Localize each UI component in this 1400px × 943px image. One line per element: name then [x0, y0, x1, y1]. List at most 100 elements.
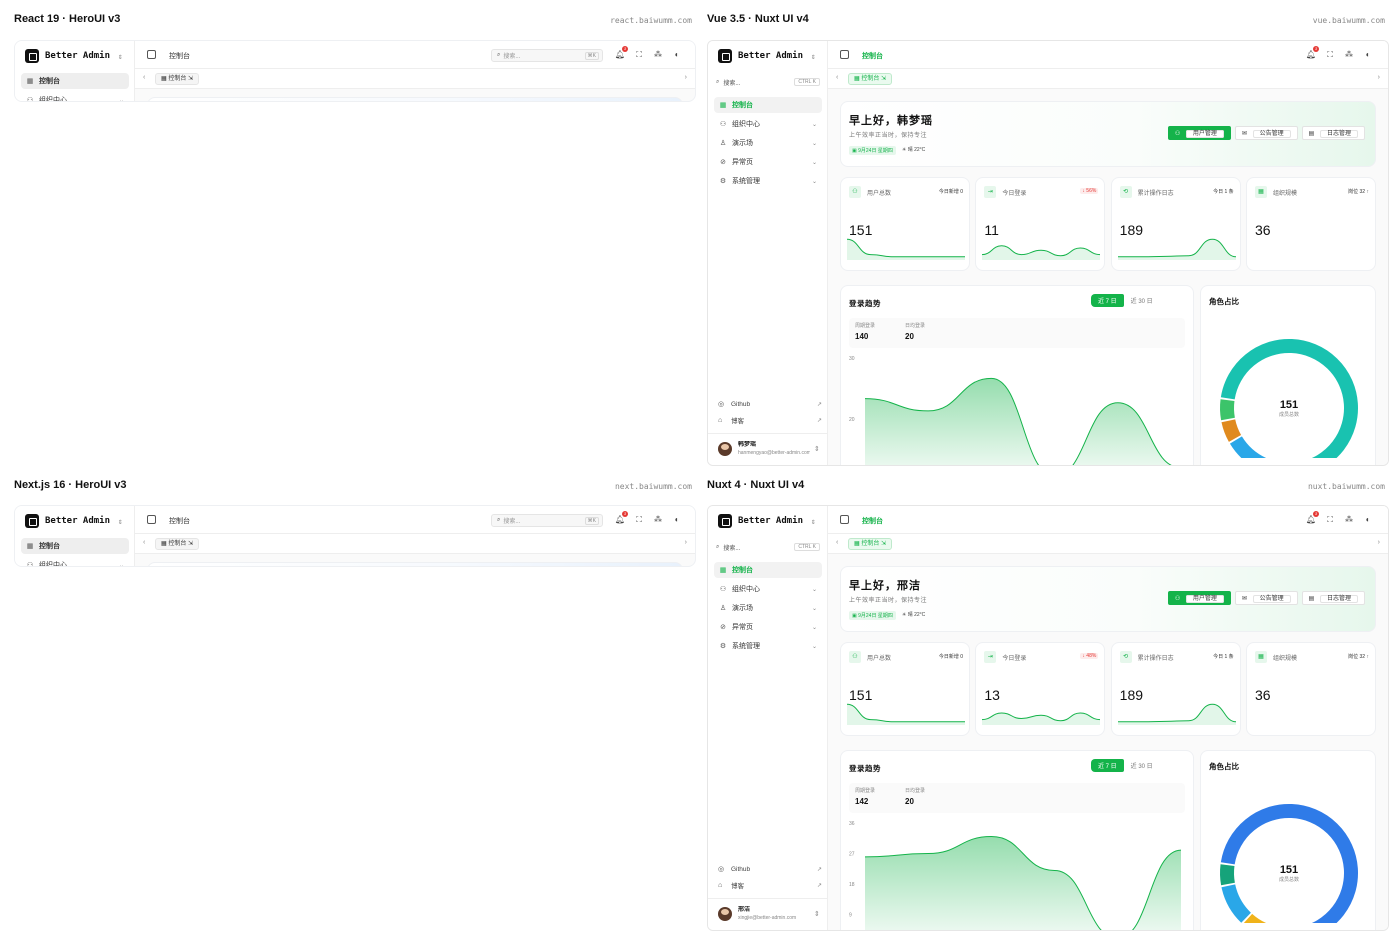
brand[interactable]: Better Admin ⇕	[25, 513, 123, 529]
sidebar-item-0[interactable]: ▦ 控制台	[21, 538, 129, 554]
caption-url[interactable]: nuxt.baiwumm.com	[1307, 482, 1385, 491]
sidebar-toggle-icon[interactable]	[147, 515, 156, 524]
sparkline	[1117, 238, 1236, 260]
brand[interactable]: Better Admin ⇕	[25, 48, 123, 64]
blog-link[interactable]: ⌂ 博客 ↗	[718, 412, 822, 428]
fullscreen-icon[interactable]: ⛶	[1327, 515, 1333, 524]
range-30d[interactable]: 近 30 日	[1130, 299, 1153, 305]
sidebar-item-2[interactable]: ♙ 演示场 ⌄	[714, 600, 822, 616]
sidebar-item-2[interactable]: ♙ 演示场 ⌄	[714, 135, 822, 151]
stat-badge: 今日新增 0	[938, 189, 963, 195]
donut-slice[interactable]	[1220, 339, 1358, 458]
chevron-left-icon[interactable]: ‹	[836, 74, 839, 81]
sidebar-item-1[interactable]: ⚇ 组织中心 ⌄	[714, 581, 822, 597]
bell-icon[interactable]: 🔔︎ 3	[1305, 511, 1319, 524]
donut-slice[interactable]	[1220, 804, 1358, 923]
translate-icon[interactable]: ⁂	[654, 50, 662, 59]
donut-slice[interactable]	[1221, 419, 1242, 442]
github-label: Github	[731, 400, 751, 408]
sidebar-item-label: 组织中心	[732, 586, 760, 593]
caption-url[interactable]: vue.baiwumm.com	[1312, 16, 1385, 25]
sidebar-toggle-icon[interactable]	[147, 50, 156, 59]
user-menu[interactable]: 邢洁 xingjie@better-admin.com ⇕	[708, 898, 828, 928]
top-bar: 控制台 🔔︎ 3 ⛶ ⁂ ◐	[828, 506, 1388, 534]
brand[interactable]: Better Admin ⇕	[718, 48, 816, 64]
tab-dashboard[interactable]: ▦ 控制台 ⇲	[848, 538, 893, 550]
brand[interactable]: Better Admin ⇕	[718, 513, 816, 529]
sidebar-item-1[interactable]: ⚇ 组织中心 ⌄	[714, 116, 822, 132]
top-actions: 🔔︎ 3 ⛶ ⁂ ◐	[607, 511, 683, 526]
chevron-left-icon[interactable]: ‹	[143, 74, 146, 81]
theme-icon[interactable]: ◐	[1365, 515, 1371, 524]
github-link[interactable]: ◎ Github ↗	[718, 396, 822, 412]
quick-action-button[interactable]: ⚇ 用户管理	[1167, 591, 1231, 605]
home-icon: ⌂	[718, 881, 723, 889]
notification-badge: 3	[622, 511, 628, 517]
error-icon: ⊘	[720, 159, 726, 166]
caption-url[interactable]: next.baiwumm.com	[614, 482, 692, 491]
tab-dashboard[interactable]: ▦ 控制台 ⇲	[155, 538, 200, 550]
sidebar-search-placeholder: 搜索...	[723, 545, 741, 552]
theme-icon[interactable]: ◐	[674, 50, 680, 59]
sidebar-item-0[interactable]: ▦ 控制台	[714, 562, 822, 578]
stat-card: ⚇ 用户总数 今日新增 0 151	[840, 177, 970, 271]
donut-slice[interactable]	[1221, 884, 1252, 923]
sidebar-item-4[interactable]: ⚙ 系统管理 ⌄	[714, 173, 822, 189]
blog-link[interactable]: ⌂ 博客 ↗	[718, 877, 822, 893]
range-30d[interactable]: 近 30 日	[1130, 764, 1153, 770]
range-7d[interactable]: 近 7 日	[1091, 294, 1124, 307]
translate-icon[interactable]: ⁂	[1345, 515, 1353, 524]
caption-title: Next.js 16 · HeroUI v3	[14, 479, 127, 491]
tab-dashboard[interactable]: ▦ 控制台 ⇲	[848, 73, 893, 85]
donut-slice[interactable]	[1220, 864, 1235, 886]
quick-action-button[interactable]: ▤ 日志管理	[1301, 126, 1365, 140]
sidebar-item-0[interactable]: ▦ 控制台	[21, 73, 129, 89]
sidebar-item-0[interactable]: ▦ 控制台	[714, 97, 822, 113]
sidebar-toggle-icon[interactable]	[840, 515, 849, 524]
donut-slice[interactable]	[1243, 913, 1267, 923]
quick-action-button[interactable]: ▤ 日志管理	[1301, 591, 1365, 605]
chevron-right-icon[interactable]: ›	[684, 539, 687, 546]
search-input[interactable]: ⌕ 搜索... ⌘K	[491, 49, 603, 62]
donut-slice[interactable]	[1229, 436, 1267, 458]
quick-action-button[interactable]: ⚇ 用户管理	[1167, 126, 1231, 140]
sidebar-item-4[interactable]: ⚙ 系统管理 ⌄	[714, 638, 822, 654]
bell-icon[interactable]: 🔔︎ 3	[614, 511, 628, 524]
bell-icon[interactable]: 🔔︎ 3	[614, 46, 628, 59]
sidebar-item-label: 组织中心	[39, 97, 67, 102]
quick-action-button[interactable]: ✉ 公告管理	[1234, 591, 1298, 605]
theme-icon[interactable]: ◐	[674, 515, 680, 524]
sidebar-item-3[interactable]: ⊘ 异常页 ⌄	[714, 154, 822, 170]
translate-icon[interactable]: ⁂	[654, 515, 662, 524]
sidebar-item-1[interactable]: ⚇ 组织中心 ⌄	[21, 92, 129, 102]
sidebar-search[interactable]: ⌕ 搜索... CTRL K	[716, 75, 820, 89]
stat-value: 189	[1119, 687, 1144, 703]
chevron-left-icon[interactable]: ‹	[143, 539, 146, 546]
github-link[interactable]: ◎ Github ↗	[718, 861, 822, 877]
user-menu[interactable]: 韩梦瑶 hanmengyao@better-admin.com ⇕	[708, 433, 828, 463]
admin-panel-next: Better Admin⇕▦控制台⚇组织中心⌄♙演示场⌄⊘异常页⌄⚙系统管理⌄◎…	[14, 505, 696, 567]
chevron-right-icon[interactable]: ›	[1377, 74, 1380, 81]
sidebar-item-3[interactable]: ⊘ 异常页 ⌄	[714, 619, 822, 635]
bell-icon[interactable]: 🔔︎ 3	[1305, 46, 1319, 59]
caption-url[interactable]: react.baiwumm.com	[610, 16, 692, 25]
sidebar-search[interactable]: ⌕ 搜索... CTRL K	[716, 540, 820, 554]
fullscreen-icon[interactable]: ⛶	[636, 515, 642, 524]
search-input[interactable]: ⌕ 搜索... ⌘K	[491, 514, 603, 527]
tab-dashboard[interactable]: ▦ 控制台 ⇲	[155, 73, 200, 85]
fullscreen-icon[interactable]: ⛶	[636, 50, 642, 59]
quick-action-button[interactable]: ✉ 公告管理	[1234, 126, 1298, 140]
stat-cards: ⚇ 用户总数 今日新增 0 151 ⇥ 今日登录 ↓ 56% 11 ⟲ 累计操作日志 今日 1 条 1…	[840, 177, 1376, 271]
role-title: 角色占比	[1209, 762, 1239, 771]
chevron-right-icon[interactable]: ›	[684, 74, 687, 81]
translate-icon[interactable]: ⁂	[1345, 50, 1353, 59]
sidebar-item-1[interactable]: ⚇ 组织中心 ⌄	[21, 557, 129, 566]
chevron-right-icon[interactable]: ›	[1377, 539, 1380, 546]
main-content: 控制台 ⌕搜索... ⌘K 🔔︎3 ⛶ ⁂ ◐ ‹ ▦ 控制台 ⇲ › 早上好，韦清雅上午效率正当时…	[135, 506, 695, 566]
range-7d[interactable]: 近 7 日	[1091, 759, 1124, 772]
sidebar-toggle-icon[interactable]	[840, 50, 849, 59]
donut-slice[interactable]	[1220, 399, 1235, 421]
fullscreen-icon[interactable]: ⛶	[1327, 50, 1333, 59]
theme-icon[interactable]: ◐	[1365, 50, 1371, 59]
chevron-left-icon[interactable]: ‹	[836, 539, 839, 546]
